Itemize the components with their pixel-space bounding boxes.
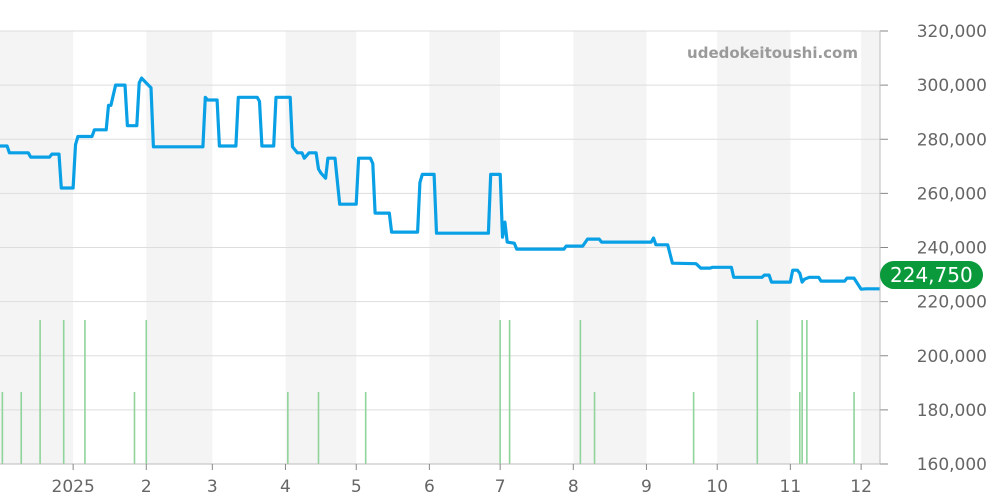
y-tick-label: 160,000: [917, 455, 987, 475]
x-tick-label: 9: [641, 477, 652, 497]
y-tick-label: 180,000: [917, 401, 987, 421]
x-tick-label: 6: [424, 477, 435, 497]
volume-bars: [1, 320, 855, 464]
x-tick-label: 8: [568, 477, 579, 497]
x-tick-label: 10: [706, 477, 728, 497]
x-tick-label: 11: [780, 477, 802, 497]
y-tick-label: 240,000: [917, 239, 987, 259]
y-tick-label: 280,000: [917, 130, 987, 150]
x-tick-label: 2: [141, 477, 152, 497]
y-tick-label: 300,000: [917, 76, 987, 96]
y-tick-label: 200,000: [917, 347, 987, 367]
y-tick-label: 260,000: [917, 184, 987, 204]
current-price-badge: 224,750: [880, 260, 983, 289]
x-tick-label: 7: [495, 477, 506, 497]
x-tick-label: 3: [207, 477, 218, 497]
price-line: [0, 76, 880, 291]
x-tick-label: 5: [351, 477, 362, 497]
y-tick-label: 320,000: [917, 22, 987, 42]
x-tick-label: 4: [280, 477, 291, 497]
y-axis: 160,000 180,000 200,000 220,000 240,000 260,0…: [879, 22, 987, 475]
x-axis: 2025 2 3 4 5 6 7 8 9 10 11 12: [0, 463, 880, 497]
x-tick-label: 12: [850, 477, 872, 497]
x-tick-label: 2025: [52, 477, 95, 497]
watermark: udedokeitoushi.com: [687, 44, 858, 62]
y-tick-label: 220,000: [917, 293, 987, 313]
